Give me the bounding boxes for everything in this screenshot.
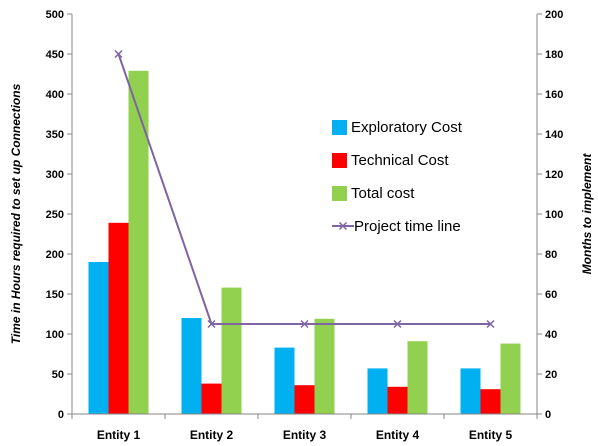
legend: Exploratory Cost Technical Cost Total cost… [332, 119, 463, 235]
bar-exploratory-cost [274, 347, 295, 414]
bar-technical-cost [387, 386, 408, 414]
legend-swatch [332, 153, 347, 168]
legend-line-marker [338, 221, 348, 231]
bar-technical-cost [108, 222, 129, 414]
legend-swatch [332, 120, 347, 135]
legend-swatch [332, 186, 347, 201]
left-tick-label: 500 [46, 9, 64, 21]
bar-exploratory-cost [181, 318, 202, 414]
left-tick-label: 250 [46, 209, 64, 221]
line-point-marker [486, 319, 495, 329]
category-label: Entity 3 [283, 428, 327, 442]
left-y-axis: 0 50 100 150 200 250 300 350 400 450 500 [46, 9, 73, 421]
right-tick-label: 0 [545, 409, 551, 421]
category-label: Entity 1 [97, 428, 141, 442]
line-point-marker [114, 49, 123, 59]
line-project-time-line [117, 53, 491, 325]
left-tick-label: 450 [46, 49, 64, 61]
left-tick-label: 100 [46, 329, 64, 341]
category-label: Entity 4 [376, 428, 420, 442]
bar-technical-cost [294, 385, 315, 414]
legend-label: Technical Cost [351, 152, 449, 169]
right-tick-label: 180 [545, 49, 563, 61]
left-tick-label: 200 [46, 249, 64, 261]
left-tick-label: 0 [58, 409, 64, 421]
bar-series-group [88, 70, 521, 415]
right-tick-label: 40 [545, 329, 557, 341]
right-tick-label: 60 [545, 289, 557, 301]
bar-total-cost [407, 341, 428, 414]
bar-technical-cost [201, 383, 222, 414]
line-point-marker [207, 319, 216, 329]
bar-total-cost [314, 318, 335, 414]
left-tick-label: 300 [46, 169, 64, 181]
right-tick-label: 160 [545, 89, 563, 101]
left-tick-label: 150 [46, 289, 64, 301]
right-tick-label: 20 [545, 369, 557, 381]
x-axis: Entity 1 Entity 2 Entity 3 Entity 4 Entity 5 [71, 413, 538, 442]
right-tick-label: 120 [545, 169, 563, 181]
left-tick-label: 350 [46, 129, 64, 141]
legend-label: Total cost [351, 185, 415, 202]
right-tick-label: 140 [545, 129, 563, 141]
bar-total-cost [500, 343, 521, 414]
legend-label: Exploratory Cost [351, 119, 463, 136]
bar-total-cost [128, 70, 149, 415]
line-point-marker [393, 319, 402, 329]
left-axis-title: Time in Hours required to set up Connect… [9, 83, 23, 344]
category-label: Entity 5 [469, 428, 513, 442]
right-tick-label: 100 [545, 209, 563, 221]
right-tick-label: 80 [545, 249, 557, 261]
line-point-marker [300, 319, 309, 329]
bar-exploratory-cost [460, 368, 481, 414]
category-label: Entity 2 [190, 428, 234, 442]
right-axis-title: Months to implement [580, 153, 594, 275]
bar-technical-cost [480, 389, 501, 414]
bar-total-cost [221, 287, 242, 414]
line-series-group [114, 49, 495, 329]
legend-label: Project time line [354, 218, 461, 235]
right-tick-label: 200 [545, 9, 563, 21]
left-tick-label: 400 [46, 89, 64, 101]
left-tick-label: 50 [52, 369, 64, 381]
right-y-axis: 0 20 40 60 80 100 120 140 160 180 200 [536, 9, 563, 421]
bar-exploratory-cost [367, 368, 388, 414]
bar-exploratory-cost [88, 262, 109, 414]
